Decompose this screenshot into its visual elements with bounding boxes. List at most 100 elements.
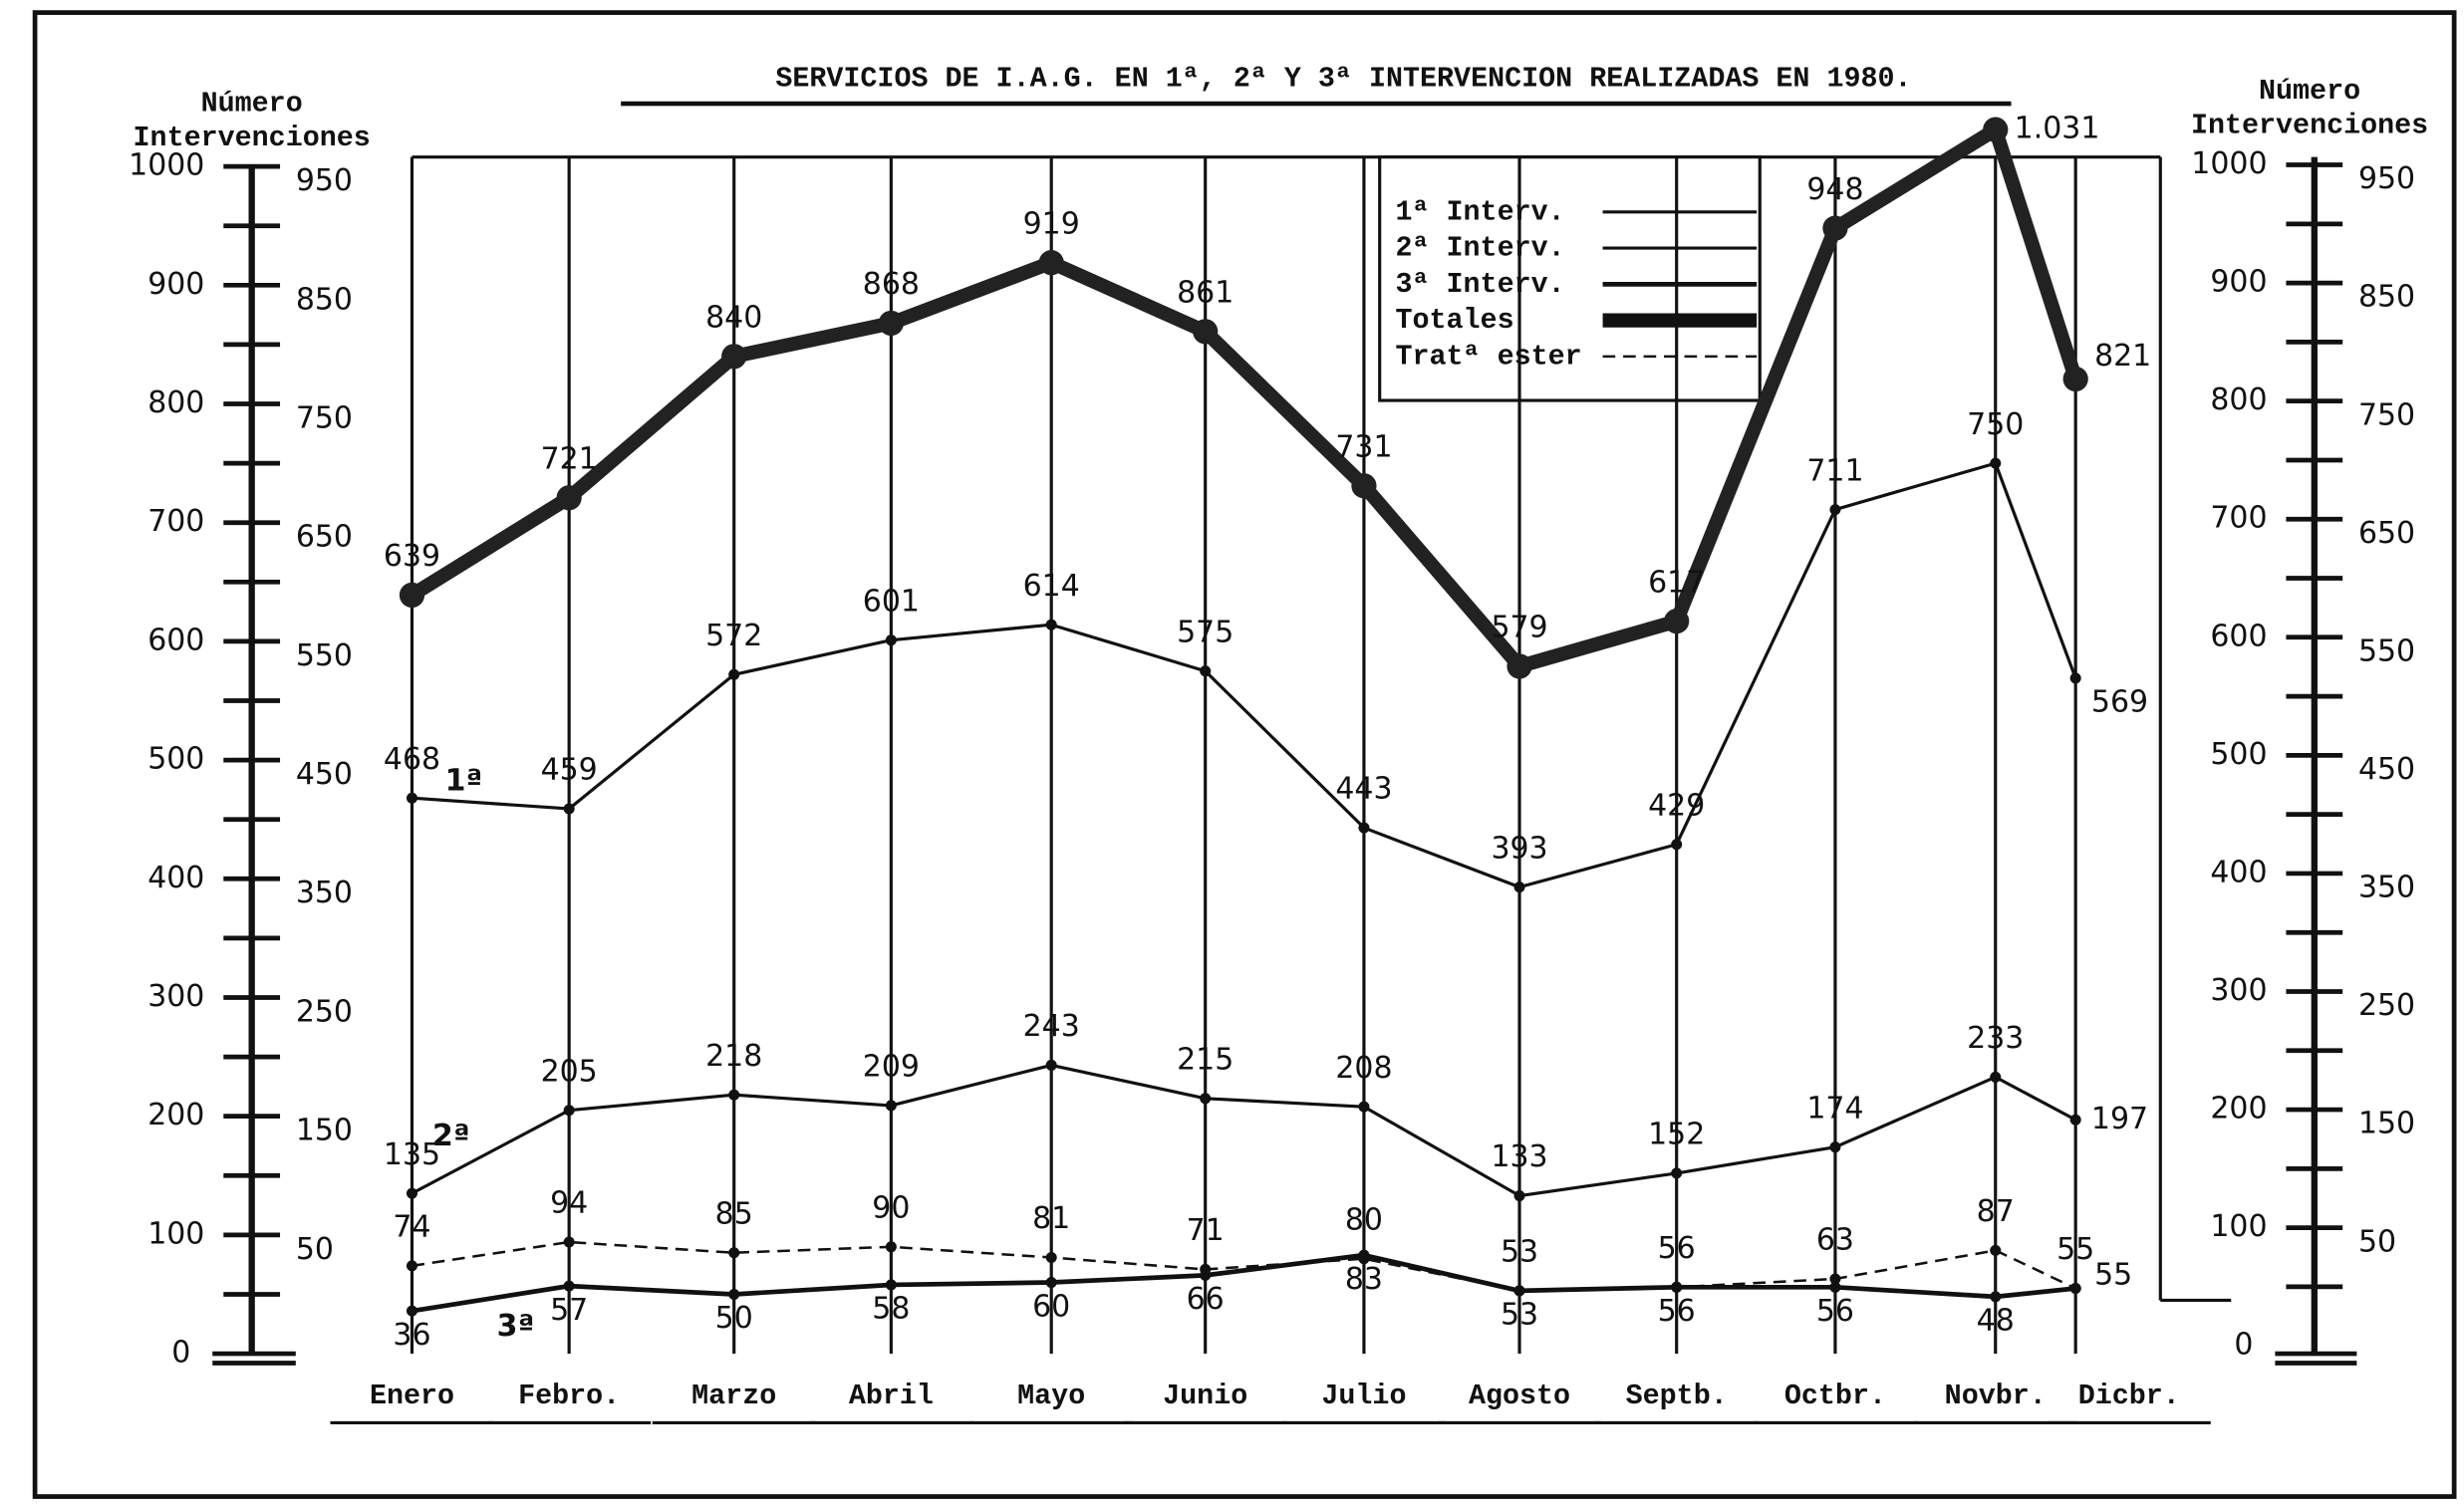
data-label: 233 <box>1967 1021 2024 1056</box>
data-label: 63 <box>1816 1223 1854 1258</box>
data-label: 948 <box>1806 172 1863 207</box>
data-label: 152 <box>1648 1118 1705 1152</box>
tick-label: 800 <box>2210 382 2267 417</box>
x-tick-label: Septb. <box>1626 1380 1728 1412</box>
series-line <box>408 123 2082 674</box>
tick-label: 900 <box>2210 265 2267 300</box>
tick-label: 850 <box>2358 280 2415 315</box>
data-label: 197 <box>2091 1102 2148 1136</box>
tick-label: 300 <box>147 979 204 1014</box>
point <box>1045 1277 1057 1289</box>
annotation: 1ª <box>445 764 483 799</box>
tick-label: 700 <box>147 504 204 539</box>
tick-label: 150 <box>296 1114 353 1148</box>
series-line <box>411 461 2077 889</box>
data-label: 617 <box>1648 565 1705 600</box>
tick-label: 900 <box>147 267 204 302</box>
data-label: 218 <box>705 1039 762 1074</box>
data-label: 135 <box>384 1137 440 1172</box>
point <box>406 1187 418 1199</box>
tick-label: 650 <box>2358 516 2415 551</box>
data-label: 71 <box>1187 1213 1225 1248</box>
data-label: 74 <box>393 1210 430 1245</box>
data-label: 569 <box>2091 685 2148 720</box>
point <box>1513 1190 1525 1202</box>
tick-label: 1000 <box>129 148 204 183</box>
data-label: 575 <box>1177 615 1233 649</box>
x-tick-label: Marzo <box>691 1380 776 1412</box>
point <box>1358 822 1370 834</box>
y2-label: Número <box>2259 75 2360 108</box>
data-label: 750 <box>1967 407 2024 442</box>
x-tick-label: Enero <box>370 1380 454 1412</box>
point <box>1983 117 2009 142</box>
x-tick-label: Dicbr. <box>2078 1380 2180 1412</box>
data-label: 56 <box>1816 1294 1854 1329</box>
y-label: Intervenciones <box>134 122 371 154</box>
data-label: 711 <box>1806 453 1863 488</box>
legend-label: 2ª Interv. <box>1395 232 1564 265</box>
data-label: 80 <box>1345 1202 1383 1237</box>
point <box>1671 1167 1683 1179</box>
y-label: Número <box>201 88 303 121</box>
frame <box>32 10 2457 1499</box>
x-tick-label: Julio <box>1321 1380 1406 1412</box>
point <box>1506 653 1532 679</box>
point <box>563 803 575 815</box>
point <box>1990 1291 2002 1303</box>
data-label: 215 <box>1177 1042 1233 1077</box>
point <box>1045 619 1057 630</box>
series-line <box>411 1063 2076 1198</box>
point <box>406 1305 418 1317</box>
data-label: 731 <box>1335 429 1392 464</box>
data-label: 393 <box>1491 831 1547 866</box>
tick-label: 50 <box>2358 1224 2396 1259</box>
data-label: 459 <box>541 753 598 788</box>
data-label: 1.031 <box>2015 112 2100 146</box>
data-label: 53 <box>1501 1235 1538 1270</box>
point <box>1822 215 1848 241</box>
data-label: 639 <box>384 539 440 574</box>
tick-label: 100 <box>2210 1209 2267 1244</box>
data-label: 205 <box>541 1054 598 1089</box>
point <box>556 485 582 511</box>
tick-label: 750 <box>2358 397 2415 432</box>
annotation: 3ª <box>497 1309 535 1344</box>
point <box>563 1105 575 1117</box>
point <box>1671 1281 1683 1293</box>
data-label: 919 <box>1023 206 1080 241</box>
point <box>1671 839 1683 851</box>
data-label: 50 <box>715 1301 753 1336</box>
series-line <box>411 1252 2076 1314</box>
point <box>1829 1141 1841 1153</box>
data-label: 56 <box>1658 1294 1696 1329</box>
tick-label: 950 <box>2358 161 2415 196</box>
point <box>1990 457 2002 469</box>
legend-label: 1ª Interv. <box>1395 195 1564 228</box>
chart-title: SERVICIOS DE I.A.G. EN 1ª, 2ª Y 3ª INTER… <box>775 62 1911 95</box>
data-label: 721 <box>541 441 598 476</box>
data-label: 60 <box>1032 1289 1070 1324</box>
point <box>728 1089 740 1101</box>
data-label: 56 <box>1658 1231 1696 1266</box>
annotation: 2ª <box>432 1119 470 1153</box>
data-label: 133 <box>1491 1139 1547 1174</box>
x-tick-label: Junio <box>1163 1380 1247 1412</box>
point <box>2062 366 2088 392</box>
data-label: 429 <box>1648 788 1705 823</box>
legend-label: Totales <box>1395 304 1513 337</box>
point <box>1045 1252 1057 1264</box>
data-label: 572 <box>705 619 762 653</box>
x-tick-label: Agosto <box>1469 1380 1570 1412</box>
x-tick-label: Novbr. <box>1945 1380 2047 1412</box>
point <box>399 582 425 609</box>
tick-label: 300 <box>2210 973 2267 1008</box>
tick-label: 50 <box>296 1232 334 1267</box>
data-label: 821 <box>2094 339 2151 374</box>
data-label: 57 <box>550 1293 588 1328</box>
tick-label: 150 <box>2358 1107 2415 1141</box>
data-label: 87 <box>1977 1194 2015 1229</box>
y2-label: Intervenciones <box>2191 110 2428 142</box>
point <box>1990 1244 2002 1256</box>
